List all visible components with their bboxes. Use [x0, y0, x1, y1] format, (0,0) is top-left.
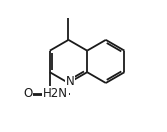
Text: O: O: [23, 87, 32, 100]
Text: N: N: [66, 75, 74, 88]
Text: H2N: H2N: [43, 87, 68, 100]
